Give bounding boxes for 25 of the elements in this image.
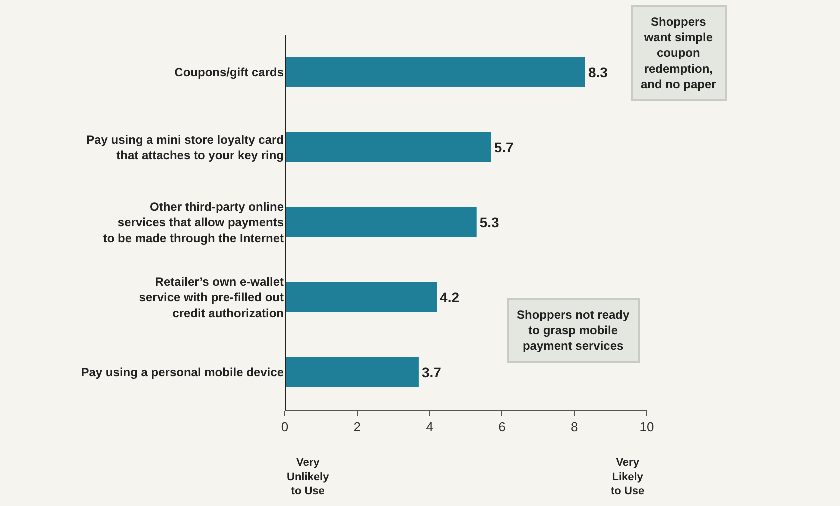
data-label: 4.2 [440, 290, 460, 306]
x-tick-label: 10 [640, 420, 654, 435]
data-label: 5.3 [480, 214, 500, 230]
bar [285, 132, 492, 162]
bar [285, 358, 419, 388]
x-tick-label: 0 [281, 420, 289, 435]
bar [285, 58, 586, 88]
x-tick-label: 4 [426, 420, 434, 435]
x-tick-label: 8 [570, 420, 578, 435]
y-tick-label: Pay using a mini store loyalty card that attaches to your key ring [86, 132, 284, 162]
bar [285, 208, 477, 238]
data-label: 3.7 [422, 364, 442, 380]
y-tick-label: Pay using a personal mobile device [81, 366, 284, 380]
annotation: Shoppers not ready to grasp mobile payment services [517, 308, 630, 354]
x-tick-label: 2 [354, 420, 362, 435]
text: Very Likely to Use [611, 457, 645, 498]
text: Very Unlikely to Use [287, 457, 330, 498]
y-tick-label: Retailer’s own e-wallet service with pre-filled out credit authorization [139, 275, 284, 320]
y-tick-label: Coupons/gift cards [174, 66, 284, 80]
data-label: 5.7 [494, 140, 514, 156]
x-tick-label: 6 [498, 420, 506, 435]
bar [285, 282, 438, 312]
annotation: Shoppers want simple coupon redemption, and no paper [641, 15, 717, 92]
y-tick-label: Other third-party online services that allow payments to be made through the Internet [103, 200, 284, 246]
data-label: 8.3 [588, 64, 608, 80]
